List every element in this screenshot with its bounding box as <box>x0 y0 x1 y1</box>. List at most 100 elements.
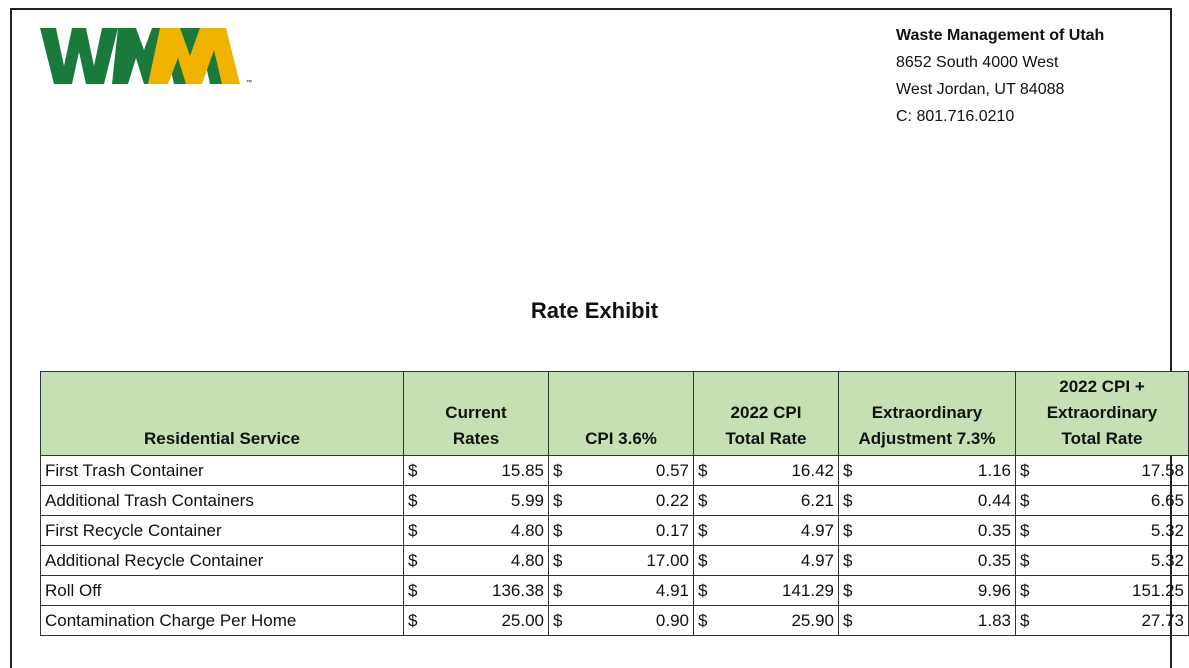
amount: 136.38 <box>492 580 544 600</box>
currency: $ <box>1020 520 1030 540</box>
cell: $4.80 <box>408 551 544 571</box>
currency: $ <box>553 580 563 600</box>
header-line: 2022 CPI + <box>1059 377 1145 396</box>
cell: $0.44 <box>843 491 1011 511</box>
header-line: Current <box>445 403 507 422</box>
logo-w <box>40 28 118 84</box>
cell: $151.25 <box>1020 581 1184 601</box>
amount: 1.83 <box>977 610 1011 630</box>
amount: 25.00 <box>501 610 544 630</box>
currency: $ <box>1020 580 1030 600</box>
amount: 4.80 <box>510 550 544 570</box>
header-cell: 2022 CPI + Extraordinary Total Rate <box>1015 371 1189 456</box>
currency: $ <box>553 610 563 630</box>
table-row: Contamination Charge Per Home $25.00 $0.90… <box>40 605 1189 636</box>
amount: 0.57 <box>655 460 689 480</box>
address: Waste Management of Utah 8652 South 4000… <box>896 22 1104 130</box>
cell: $1.83 <box>843 611 1011 631</box>
rate-cell: $4.80 <box>403 545 549 576</box>
rate-cell: $151.25 <box>1015 575 1189 606</box>
rate-cell: $27.73 <box>1015 605 1189 636</box>
currency: $ <box>698 610 708 630</box>
currency: $ <box>1020 550 1030 570</box>
cell: $17.00 <box>553 551 689 571</box>
rate-cell: $4.97 <box>693 545 839 576</box>
rate-cell: $1.83 <box>838 605 1016 636</box>
header-cell: Extraordinary Adjustment 7.3% <box>838 371 1016 456</box>
currency: $ <box>698 520 708 540</box>
amount: 4.97 <box>800 520 834 540</box>
cell: $15.85 <box>408 461 544 481</box>
amount: 25.90 <box>791 610 834 630</box>
header-cell: 2022 CPI Total Rate <box>693 371 839 456</box>
header-row: Residential Service Current Rates CPI 3.6% 2… <box>40 371 1189 456</box>
cell: $17.58 <box>1020 461 1184 481</box>
amount: 6.65 <box>1150 490 1184 510</box>
rate-cell: $16.42 <box>693 455 839 486</box>
amount: 151.25 <box>1132 580 1184 600</box>
amount: 15.85 <box>501 460 544 480</box>
service-name: First Trash Container <box>40 455 404 486</box>
rate-cell: $9.96 <box>838 575 1016 606</box>
cell: $0.57 <box>553 461 689 481</box>
header-cell: Current Rates <box>403 371 549 456</box>
cell: $0.35 <box>843 521 1011 541</box>
amount: 5.99 <box>510 490 544 510</box>
amount: 27.73 <box>1141 610 1184 630</box>
cell: $27.73 <box>1020 611 1184 631</box>
address-line: West Jordan, UT 84088 <box>896 81 1065 98</box>
amount: 4.80 <box>510 520 544 540</box>
currency: $ <box>408 580 418 600</box>
currency: $ <box>408 610 418 630</box>
cell: $1.16 <box>843 461 1011 481</box>
amount: 4.91 <box>655 580 689 600</box>
currency: $ <box>698 550 708 570</box>
address-line: C: 801.716.0210 <box>896 108 1015 125</box>
amount: 5.32 <box>1150 550 1184 570</box>
page-border <box>10 8 1172 668</box>
cell: $9.96 <box>843 581 1011 601</box>
header-line: Total Rate <box>1061 429 1143 448</box>
title: Rate Exhibit <box>530 298 659 323</box>
header-line: Residential Service <box>144 429 300 448</box>
currency: $ <box>843 520 853 540</box>
rate-cell: $136.38 <box>403 575 549 606</box>
currency: $ <box>843 460 853 480</box>
currency: $ <box>553 460 563 480</box>
rate-cell: $6.21 <box>693 485 839 516</box>
table-row: Roll Off $136.38 $4.91 $141.29 $9.96 $151.25 <box>40 575 1189 606</box>
cell: $5.99 <box>408 491 544 511</box>
logo-m <box>148 28 240 84</box>
cell: $4.80 <box>408 521 544 541</box>
rate-cell: $0.90 <box>548 605 694 636</box>
amount: 141.29 <box>782 580 834 600</box>
table-body: First Trash Container $15.85 $0.57 $16.42 $1… <box>40 455 1189 636</box>
currency: $ <box>1020 460 1030 480</box>
rate-cell: $0.35 <box>838 545 1016 576</box>
currency: $ <box>408 460 418 480</box>
rate-table: Residential Service Current Rates CPI 3.6% 2… <box>40 371 1189 636</box>
rate-cell: $141.29 <box>693 575 839 606</box>
rate-cell: $17.00 <box>548 545 694 576</box>
rate-cell: $4.80 <box>403 515 549 546</box>
header-line: CPI 3.6% <box>585 429 657 448</box>
header-cell: Residential Service <box>40 371 404 456</box>
cell: $16.42 <box>698 461 834 481</box>
header-line: Total Rate <box>725 429 807 448</box>
rate-cell: $0.57 <box>548 455 694 486</box>
amount: 5.32 <box>1150 520 1184 540</box>
rate-cell: $15.85 <box>403 455 549 486</box>
amount: 0.90 <box>655 610 689 630</box>
table-row: Additional Recycle Container $4.80 $17.00 $… <box>40 545 1189 576</box>
currency: $ <box>698 490 708 510</box>
amount: 4.97 <box>800 550 834 570</box>
currency: $ <box>698 580 708 600</box>
rate-cell: $25.00 <box>403 605 549 636</box>
currency: $ <box>408 550 418 570</box>
rate-cell: $4.91 <box>548 575 694 606</box>
amount: 0.35 <box>977 520 1011 540</box>
cell: $0.90 <box>553 611 689 631</box>
table-row: First Recycle Container $4.80 $0.17 $4.97 $0… <box>40 515 1189 546</box>
table-row: Additional Trash Containers $5.99 $0.22 $6.… <box>40 485 1189 516</box>
currency: $ <box>408 490 418 510</box>
